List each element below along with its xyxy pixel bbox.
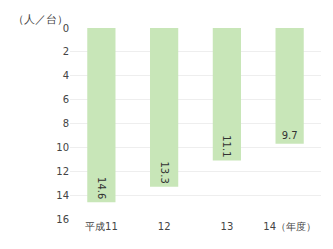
svg-text:16: 16: [56, 214, 69, 225]
svg-text:10: 10: [56, 142, 69, 153]
svg-text:0: 0: [63, 23, 69, 34]
svg-text:14: 14: [56, 190, 69, 201]
svg-text:9.7: 9.7: [282, 130, 298, 141]
svg-text:6: 6: [63, 94, 69, 105]
svg-text:12: 12: [158, 221, 171, 232]
svg-text:2: 2: [63, 46, 69, 57]
svg-text:11.1: 11.1: [221, 135, 232, 157]
svg-text:14.6: 14.6: [96, 177, 107, 199]
svg-text:平成11: 平成11: [85, 221, 118, 232]
svg-text:8: 8: [63, 118, 69, 129]
svg-text:4: 4: [63, 70, 69, 81]
svg-text:12: 12: [56, 166, 69, 177]
svg-text:14（年度）: 14（年度）: [263, 221, 316, 232]
svg-text:13.3: 13.3: [159, 162, 170, 184]
svg-text:13: 13: [221, 221, 234, 232]
svg-text:（人／台）: （人／台）: [13, 13, 68, 26]
